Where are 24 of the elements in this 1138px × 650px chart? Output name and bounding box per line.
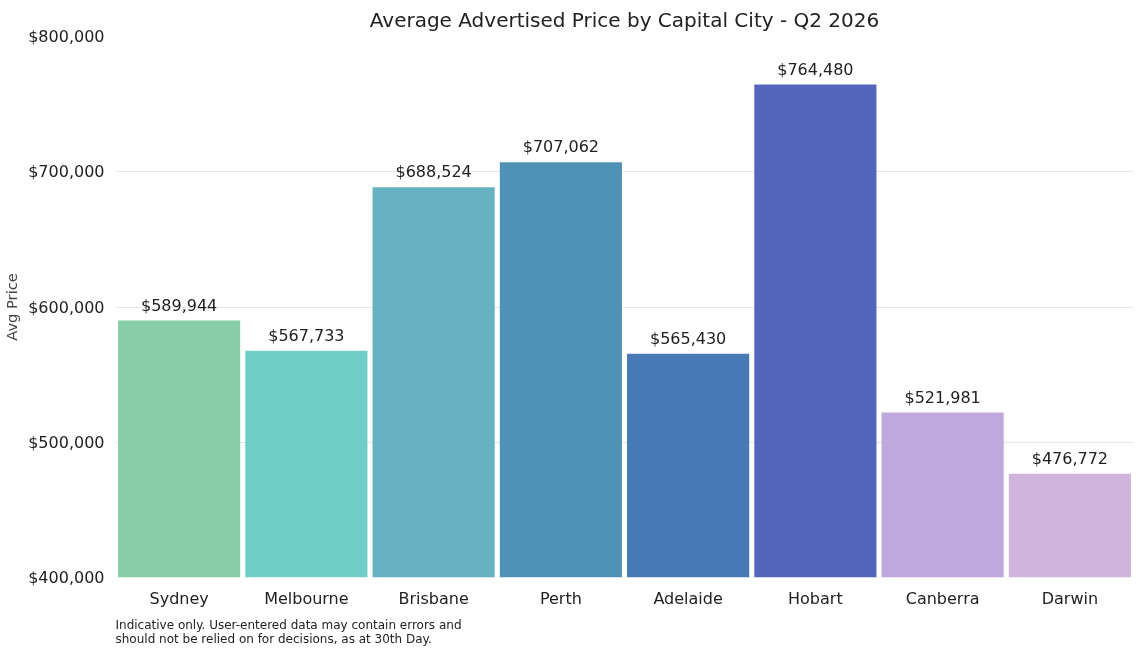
y-tick-label: $700,000 [28, 162, 105, 182]
x-tick-label: Canberra [905, 588, 980, 608]
x-tick-label: Melbourne [264, 588, 349, 608]
text: Indicative only. User-entered data may contain errors and should not be relied on for decisions, as at 30th Day. [115, 617, 462, 646]
data-label: $707,062 [522, 137, 600, 157]
x-tick-label: Brisbane [398, 588, 469, 608]
x-tick-label: Darwin [1041, 588, 1099, 608]
chart-title: Average Advertised Price by Capital City - Q2 2026 [369, 7, 880, 32]
y-tick-label: $500,000 [28, 432, 105, 452]
x-tick-label: Perth [539, 588, 582, 608]
data-label: $521,981 [904, 387, 981, 407]
x-tick-label: Adelaide [653, 588, 723, 608]
x-tick-label: Sydney [149, 588, 209, 608]
y-tick-label: $600,000 [28, 297, 105, 317]
y-tick-label: $800,000 [28, 27, 105, 46]
y-tick-label: $400,000 [28, 568, 105, 587]
data-label: $688,524 [395, 162, 472, 182]
data-label: $565,430 [649, 328, 727, 348]
data-label: $589,944 [140, 295, 218, 315]
data-label: $764,480 [777, 59, 854, 79]
data-label: $567,733 [268, 325, 345, 345]
x-tick-label: Hobart [788, 588, 843, 608]
data-label: $476,772 [1031, 448, 1109, 468]
y-axis-title: Avg Price [3, 273, 21, 341]
